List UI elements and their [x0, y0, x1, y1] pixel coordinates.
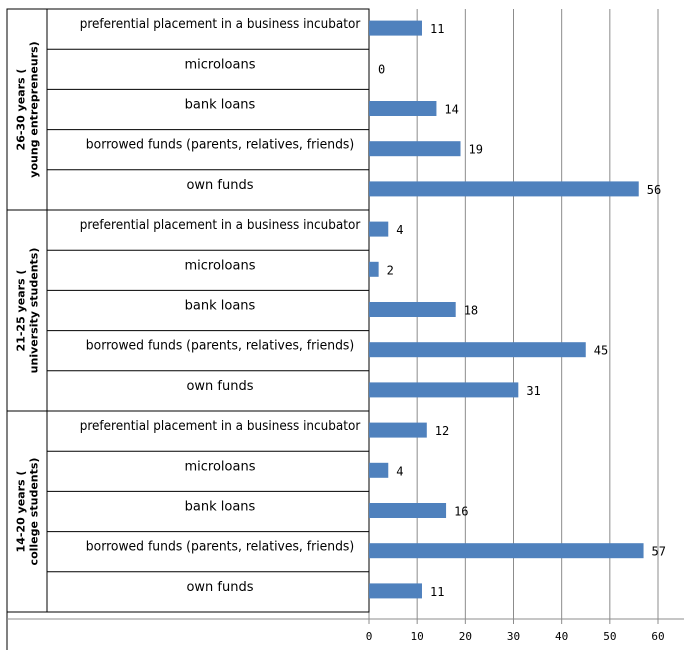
category-label: bank loans [185, 299, 256, 314]
bar [369, 141, 461, 157]
x-tick-label: 10 [411, 630, 424, 643]
data-label: 31 [526, 384, 540, 398]
bar [369, 422, 427, 438]
bar [369, 20, 422, 36]
group-label: 14-20 years (college students) [15, 458, 41, 566]
category-label: own funds [186, 379, 253, 394]
category-label: bank loans [185, 98, 256, 113]
category-label: own funds [186, 580, 253, 595]
data-label: 56 [647, 183, 661, 197]
bar [369, 583, 422, 599]
group-label: 21-25 years (university students) [15, 248, 41, 374]
category-label: microloans [185, 459, 256, 474]
x-axis: 0 10 20 30 40 50 60 [7, 618, 684, 643]
data-label: 12 [435, 424, 449, 438]
bar [369, 181, 639, 197]
data-label: 14 [444, 103, 458, 117]
data-label: 4 [396, 464, 403, 478]
data-label: 19 [469, 143, 483, 157]
category-label: own funds [186, 178, 253, 193]
x-tick-label: 50 [603, 630, 616, 643]
bar [369, 543, 644, 559]
category-label: borrowed funds (parents, relatives, frie… [86, 540, 354, 555]
category-label: borrowed funds (parents, relatives, frie… [86, 138, 354, 153]
x-tick-label: 60 [651, 630, 664, 643]
category-table: 26-30 years (young entrepreneurs) prefere… [6, 8, 370, 650]
bar [369, 101, 437, 116]
category-label: bank loans [185, 500, 256, 515]
group-label: 26-30 years (young entrepreneurs) [15, 41, 41, 177]
data-label: 2 [387, 263, 394, 277]
data-label: 57 [652, 545, 666, 559]
data-label: 18 [464, 304, 478, 318]
category-label: preferential placement in a business inc… [80, 17, 361, 32]
category-label: preferential placement in a business inc… [80, 218, 361, 233]
data-label: 4 [396, 223, 403, 237]
bar [369, 221, 389, 237]
bar [369, 342, 586, 358]
data-label: 0 [378, 62, 385, 76]
data-label: 45 [594, 344, 608, 358]
bar [369, 382, 519, 398]
bar [369, 261, 379, 277]
x-tick-label: 30 [507, 630, 520, 643]
data-label: 11 [430, 22, 444, 36]
category-label: preferential placement in a business inc… [80, 419, 361, 434]
category-label: borrowed funds (parents, relatives, frie… [86, 339, 354, 354]
category-label: microloans [185, 57, 256, 72]
bars: 11 0 14 19 56 4 2 18 45 31 12 4 16 57 11 [369, 20, 666, 599]
category-label: microloans [185, 258, 256, 273]
bar [369, 462, 389, 478]
x-tick-label: 20 [459, 630, 472, 643]
data-label: 11 [430, 585, 444, 599]
data-label: 16 [454, 505, 468, 519]
bar [369, 302, 456, 317]
x-tick-label: 40 [555, 630, 568, 643]
bar [369, 503, 447, 518]
x-tick-label: 0 [366, 630, 373, 643]
